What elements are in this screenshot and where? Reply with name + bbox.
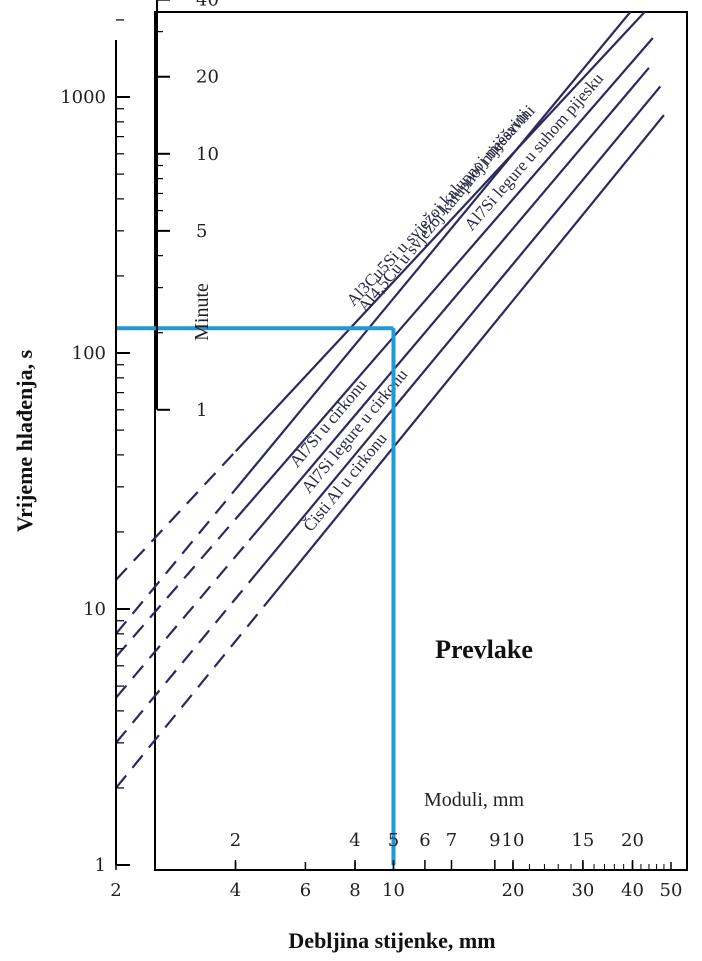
plot-frame — [154, 11, 688, 871]
modulus-tick-label: 7 — [446, 830, 457, 851]
x-tick-label: 50 — [660, 880, 683, 901]
y-tick-label: 1000 — [60, 87, 106, 108]
guide-layer — [116, 326, 396, 865]
modulus-axis-label: Moduli, mm — [424, 789, 524, 811]
series-line-dashed — [115, 489, 236, 635]
modulus-tick-label: 5 — [388, 830, 399, 851]
modulus-tick-label: 9 — [489, 830, 500, 851]
minute-tick-label: 20 — [196, 67, 219, 88]
modulus-tick-label: 4 — [349, 830, 360, 851]
x-tick-label: 10 — [382, 880, 405, 901]
series-line — [248, 67, 650, 542]
modulus-tick-label: 15 — [571, 830, 594, 851]
x-tick-label: 40 — [621, 880, 644, 901]
x-tick-label: 20 — [502, 880, 525, 901]
series-line — [233, 12, 632, 491]
x-tick-label: 6 — [300, 880, 311, 901]
series-line-dashed — [115, 539, 251, 699]
minute-axis: 1 5 10 20 40 — [156, 0, 219, 421]
x-axis-label: Debljina stijenke, mm — [288, 928, 495, 953]
minute-tick-label: 40 — [196, 0, 219, 11]
minute-tick-label: 1 — [196, 400, 207, 421]
modulus-tick-label: 2 — [230, 830, 241, 851]
series-line — [244, 37, 654, 510]
y-tick-label: 10 — [83, 599, 106, 620]
series-line-dashed — [115, 571, 259, 744]
series-layer: Al3Cu5Si u svježoj kalupnoj mješaviniAl4… — [115, 12, 665, 789]
x-tick-layer: 2 4 6 8 10 20 30 40 50 — [110, 862, 682, 901]
y-axis-label: Vrijeme hlađenja, s — [12, 349, 37, 532]
coating-label: Prevlake — [435, 635, 533, 664]
minute-tick-label: 10 — [196, 144, 219, 165]
series-line — [263, 114, 665, 607]
series-label: Al4,5Cu u svježoj kalupnoj mješavini — [354, 105, 533, 316]
series-line — [256, 85, 662, 573]
minute-tick-label: 5 — [196, 221, 207, 242]
modulus-tick-label: 6 — [419, 830, 430, 851]
modulus-tick-label: 20 — [621, 830, 644, 851]
modulus-axis: 2 4 5 6 7 9 10 15 20 — [230, 830, 665, 870]
y-tick-layer: 1 10 100 1000 — [60, 19, 130, 876]
y-tick-label: 100 — [72, 343, 106, 364]
x-tick-label: 2 — [110, 880, 121, 901]
modulus-tick-label: 10 — [502, 830, 525, 851]
x-tick-label: 30 — [571, 880, 594, 901]
series-line-dashed — [115, 605, 265, 789]
series-line-dashed — [115, 450, 237, 581]
minute-axis-label: Minute — [191, 283, 213, 341]
y-tick-label: 1 — [95, 855, 106, 876]
series-line — [234, 12, 647, 452]
x-tick-label: 4 — [230, 880, 241, 901]
x-tick-label: 8 — [349, 880, 360, 901]
series-line-dashed — [115, 507, 246, 658]
